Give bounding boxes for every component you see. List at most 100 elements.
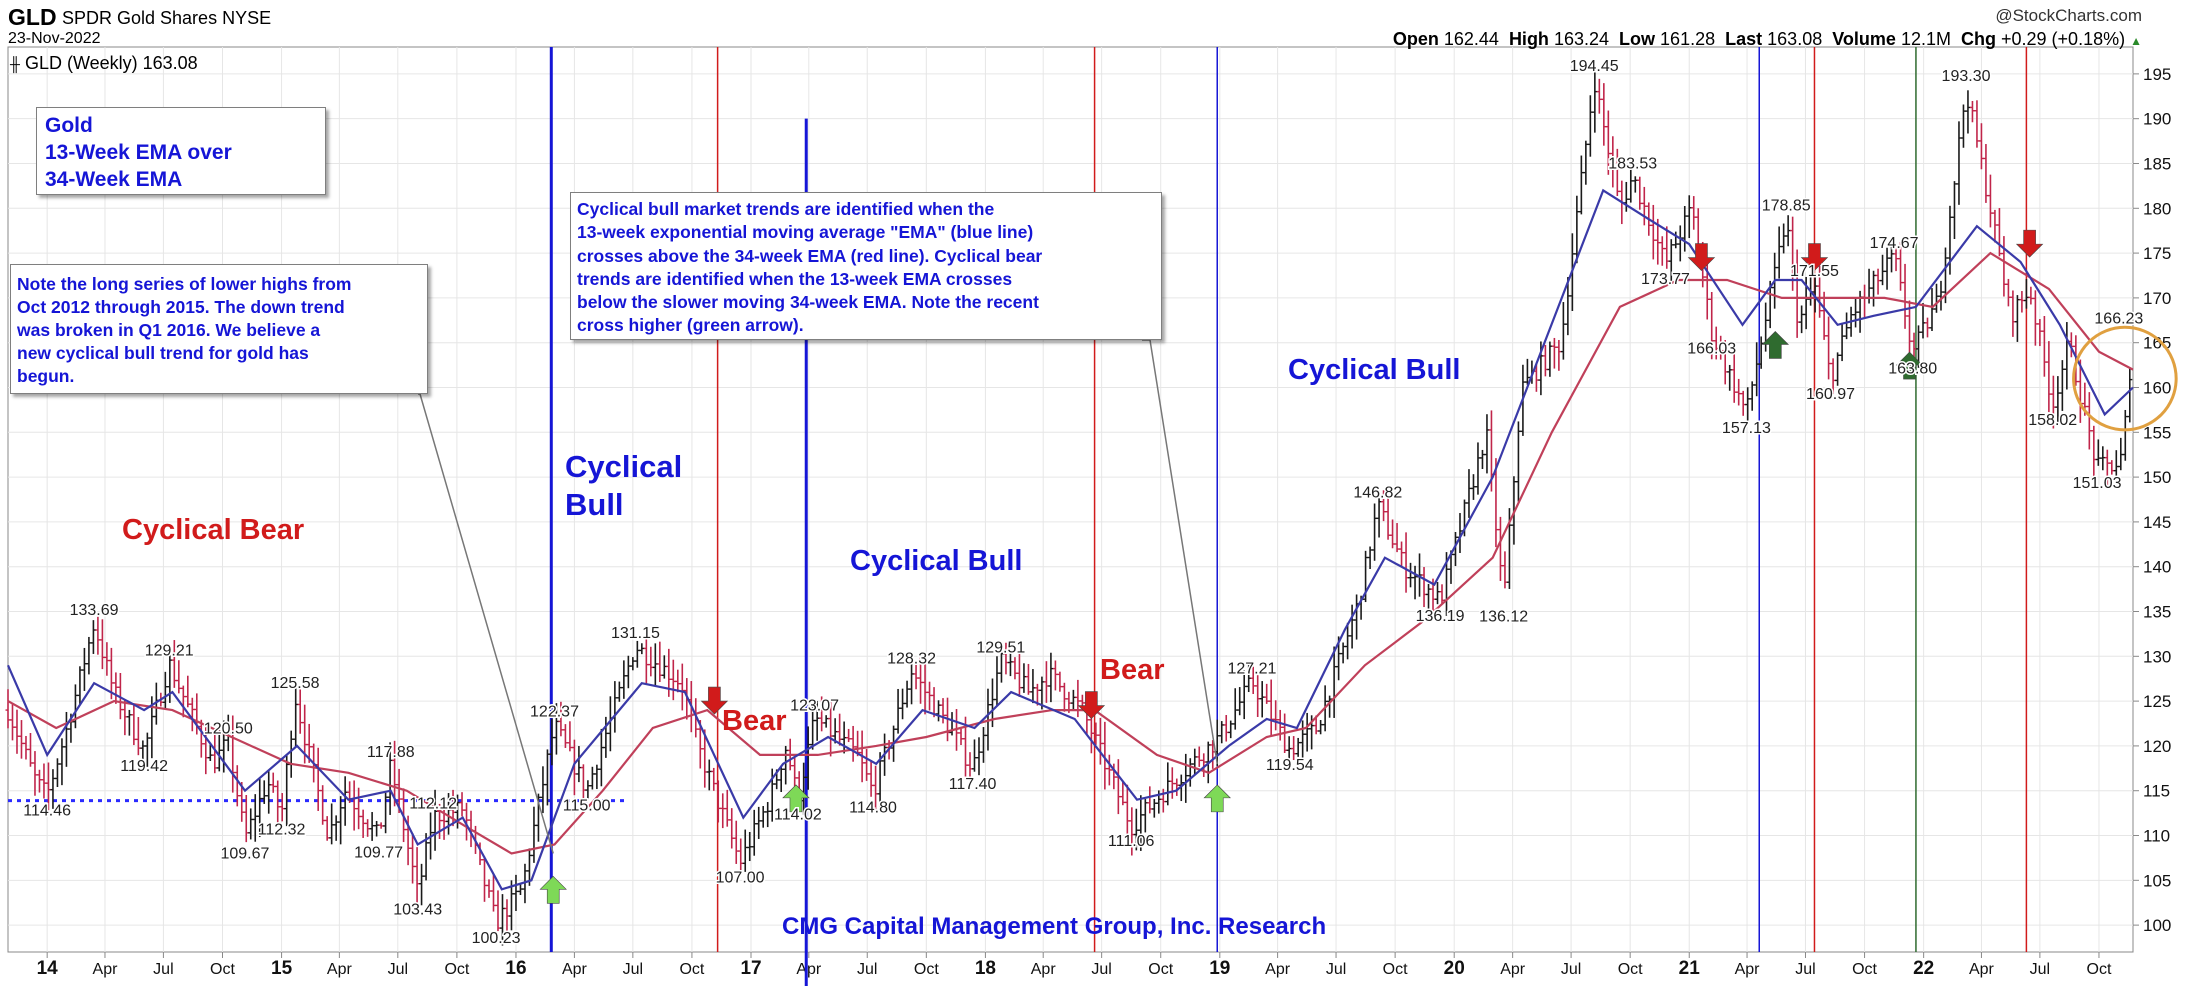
price-label: 129.51 xyxy=(976,640,1025,657)
x-tick-label: Oct xyxy=(444,961,469,978)
price-label: 157.13 xyxy=(1722,420,1771,437)
regime-label-cyclical-bear: Cyclical Bear xyxy=(122,514,305,546)
price-label: 114.46 xyxy=(23,803,71,820)
volume-value: 12.1M xyxy=(1900,29,1951,49)
volume-label: Volume xyxy=(1832,29,1896,49)
price-label: 117.40 xyxy=(949,776,997,793)
price-label: 127.21 xyxy=(1227,660,1276,677)
x-tick-label: 20 xyxy=(1444,958,1465,979)
regime-label-bear-2016: Bear xyxy=(722,705,787,737)
price-label: 125.58 xyxy=(271,675,320,692)
regime-label-cyclical-bull-2016: Cyclical Bull xyxy=(565,449,683,522)
x-tick-label: 16 xyxy=(505,958,526,979)
ema34-line xyxy=(7,251,2134,855)
price-label: 171.55 xyxy=(1790,263,1839,280)
y-tick-label: 190 xyxy=(2143,110,2171,129)
x-tick-label: Jul xyxy=(1795,961,1815,978)
y-tick-label: 160 xyxy=(2143,378,2171,397)
price-label: 100.23 xyxy=(472,930,521,947)
price-label: 131.15 xyxy=(611,625,660,642)
x-tick-label: Apr xyxy=(1265,961,1291,978)
price-label: 163.80 xyxy=(1888,360,1937,377)
ema13-line xyxy=(6,188,2134,891)
x-tick-label: Apr xyxy=(1735,961,1761,978)
y-tick-label: 155 xyxy=(2143,423,2171,442)
x-tick-label: Apr xyxy=(1969,961,1995,978)
ema-legend-box: Gold 13-Week EMA over 34-Week EMA xyxy=(36,107,326,195)
price-label: 151.03 xyxy=(2073,475,2122,492)
arrow-up-icon xyxy=(782,784,810,813)
price-label: 160.97 xyxy=(1806,386,1855,403)
y-tick-label: 180 xyxy=(2143,199,2171,218)
x-tick-label: Jul xyxy=(2030,961,2050,978)
chg-up-icon: ▲ xyxy=(2130,34,2142,48)
series-legend-label: GLD (Weekly) 163.08 xyxy=(24,53,198,73)
price-label: 112.12 xyxy=(409,796,457,813)
price-label: 115.00 xyxy=(563,798,611,815)
arrow-down-icon xyxy=(2015,229,2044,258)
arrow-up-icon xyxy=(1761,331,1790,359)
price-label: 111.06 xyxy=(1108,833,1155,850)
low-value: 161.28 xyxy=(1660,29,1716,49)
x-tick-label: 21 xyxy=(1679,958,1701,979)
price-label: 194.45 xyxy=(1570,58,1619,75)
series-legend: ╫ GLD (Weekly) 163.08 xyxy=(10,53,198,74)
note-leader-line xyxy=(1142,339,1218,764)
arrow-down-icon xyxy=(1687,243,1716,271)
price-label: 136.12 xyxy=(1479,608,1528,625)
x-tick-label: Oct xyxy=(679,961,704,978)
price-label: 136.19 xyxy=(1416,608,1465,625)
x-tick-label: Oct xyxy=(1383,961,1408,978)
x-tick-label: Jul xyxy=(857,961,877,978)
chg-value: +0.29 (+0.18%) xyxy=(2001,29,2126,49)
y-tick-label: 135 xyxy=(2143,603,2171,622)
price-label: 174.67 xyxy=(1870,235,1919,252)
x-tick-label: Apr xyxy=(327,961,353,978)
price-label: 128.32 xyxy=(887,650,936,667)
arrow-up-icon xyxy=(539,875,567,904)
y-tick-label: 125 xyxy=(2143,692,2171,711)
arrow-up-icon xyxy=(1895,351,1924,380)
last-value: 163.08 xyxy=(1767,29,1823,49)
low-label: Low xyxy=(1619,29,1656,49)
x-tick-label: Apr xyxy=(93,961,119,978)
y-tick-label: 150 xyxy=(2143,468,2171,487)
price-label: 193.30 xyxy=(1942,68,1991,85)
price-label: 173.77 xyxy=(1641,271,1690,288)
y-tick-label: 130 xyxy=(2143,647,2171,666)
x-tick-label: Oct xyxy=(1618,961,1643,978)
y-tick-label: 105 xyxy=(2143,871,2171,890)
y-tick-label: 115 xyxy=(2143,782,2170,801)
price-label: 166.03 xyxy=(1687,340,1736,357)
note-leader-line xyxy=(418,393,554,854)
ohlc-readout: Open 162.44 High 163.24 Low 161.28 Last … xyxy=(1393,29,2142,50)
x-tick-label: Apr xyxy=(1031,961,1057,978)
ticker-symbol: GLD xyxy=(8,4,57,30)
price-label: 146.82 xyxy=(1353,485,1402,502)
x-tick-label: Jul xyxy=(1326,961,1346,978)
x-tick-label: Apr xyxy=(562,961,588,978)
price-label: 109.77 xyxy=(354,845,403,862)
price-label: 119.54 xyxy=(1266,757,1314,774)
chg-label: Chg xyxy=(1960,29,1996,49)
price-label: 114.80 xyxy=(849,800,897,817)
price-label: 178.85 xyxy=(1762,198,1811,215)
price-label: 117.88 xyxy=(367,744,415,761)
cycle-explanation-note: Cyclical bull market trends are identifi… xyxy=(570,192,1162,340)
y-tick-label: 185 xyxy=(2143,154,2171,173)
price-label: 166.23 xyxy=(2094,311,2143,328)
x-tick-label: 19 xyxy=(1209,958,1230,979)
price-label: 107.00 xyxy=(716,869,765,886)
y-tick-label: 140 xyxy=(2143,558,2171,577)
price-label: 112.32 xyxy=(258,822,306,839)
research-credit: CMG Capital Management Group, Inc. Resea… xyxy=(782,913,1327,940)
regime-label-bear-2018: Bear xyxy=(1100,654,1165,686)
y-tick-label: 170 xyxy=(2143,289,2171,308)
x-tick-label: Oct xyxy=(210,961,235,978)
x-tick-label: Apr xyxy=(796,961,822,978)
y-tick-label: 110 xyxy=(2143,827,2170,846)
x-tick-label: Jul xyxy=(388,961,408,978)
arrow-down-icon xyxy=(700,686,729,715)
